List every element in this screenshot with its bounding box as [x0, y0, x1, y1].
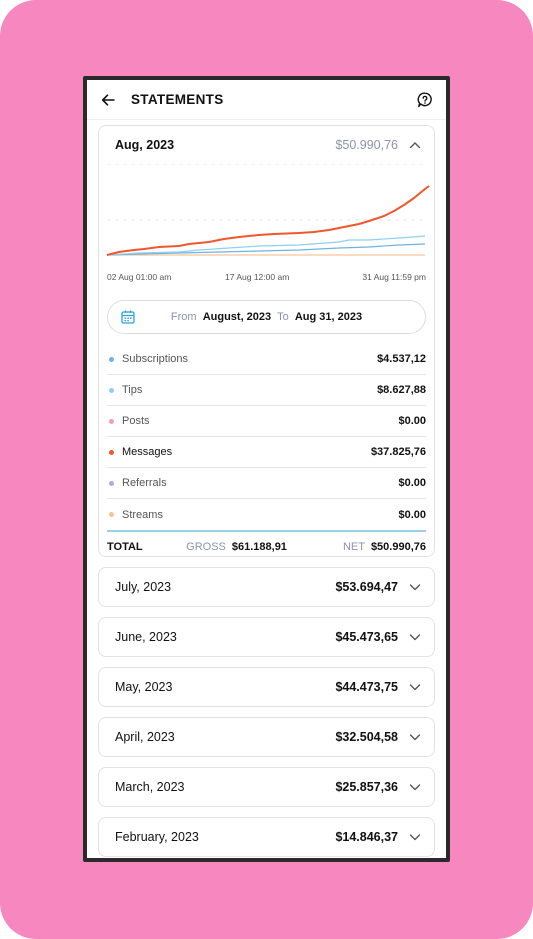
breakdown-row-posts: Posts $0.00 [107, 406, 426, 437]
row-label: Subscriptions [122, 353, 189, 365]
legend-dot [109, 387, 114, 393]
row-label: Posts [122, 415, 150, 427]
app-screen: STATEMENTS Aug, 2023 $50.990,76 [87, 80, 446, 858]
legend-dot [109, 480, 114, 486]
row-label: Tips [122, 384, 143, 396]
to-label: To [277, 311, 289, 323]
month-card-may[interactable]: May, 2023 $44.473,75 [98, 667, 435, 707]
total-divider [107, 530, 426, 532]
month-label: July, 2023 [115, 580, 172, 594]
breakdown-row-referrals: Referrals $0.00 [107, 468, 426, 499]
chevron-down-icon[interactable] [408, 830, 422, 844]
row-value: $37.825,76 [370, 446, 426, 458]
row-value: $0.00 [398, 508, 426, 521]
row-label: Messages [122, 446, 173, 458]
chevron-down-icon[interactable] [408, 580, 422, 594]
chevron-down-icon[interactable] [408, 630, 422, 644]
month-amount: $45.473,65 [335, 630, 398, 644]
month-card-july[interactable]: July, 2023 $53.694,47 [98, 567, 435, 607]
row-value: $0.00 [398, 477, 426, 489]
row-value: $4.537,12 [377, 353, 426, 365]
back-arrow-icon[interactable] [99, 91, 117, 109]
month-label: April, 2023 [115, 730, 175, 744]
tick-label: 02 Aug 01:00 am [107, 272, 172, 282]
tips-line [106, 235, 426, 256]
month-card-march[interactable]: March, 2023 $25.857,36 [98, 767, 435, 807]
gross-label: GROSS [186, 541, 226, 553]
net-value: $50.990,76 [370, 541, 426, 553]
gross-value: $61.188,91 [231, 541, 287, 553]
month-header[interactable]: Aug, 2023 $50.990,76 [99, 126, 434, 164]
top-bar: STATEMENTS [87, 80, 446, 120]
legend-dot [109, 356, 114, 362]
month-amount: $53.694,47 [335, 580, 398, 594]
month-label: May, 2023 [115, 680, 173, 694]
breakdown-row-messages: Messages $37.825,76 [107, 437, 426, 468]
page-title: STATEMENTS [131, 92, 224, 107]
month-card-june[interactable]: June, 2023 $45.473,65 [98, 617, 435, 657]
legend-dot [109, 449, 114, 455]
legend-dot [109, 512, 114, 517]
subscriptions-line [106, 243, 426, 256]
expanded-month-card: Aug, 2023 $50.990,76 [98, 125, 435, 557]
row-value: $0.00 [398, 415, 426, 427]
month-amount: $32.504,58 [335, 730, 398, 744]
chevron-down-icon[interactable] [408, 680, 422, 694]
breakdown-row-streams: Streams $0.00 [107, 499, 426, 530]
row-label: Referrals [122, 477, 167, 489]
total-label: TOTAL [107, 541, 143, 553]
month-card-february[interactable]: February, 2023 $14.846,37 [98, 817, 435, 857]
month-label: Aug, 2023 [115, 138, 175, 152]
phone-frame: STATEMENTS Aug, 2023 $50.990,76 [83, 76, 450, 862]
tick-label: 17 Aug 12:00 am [225, 272, 290, 282]
x-axis-ticks: 02 Aug 01:00 am 17 Aug 12:00 am 31 Aug 1… [107, 272, 426, 284]
chart-svg [106, 164, 430, 256]
help-icon[interactable] [416, 91, 434, 109]
messages-line [106, 185, 430, 256]
month-amount: $44.473,75 [335, 680, 398, 694]
chevron-down-icon[interactable] [408, 730, 422, 744]
date-range-selector[interactable]: From August, 2023 To Aug 31, 2023 [107, 300, 426, 334]
date-range-text: From August, 2023 To Aug 31, 2023 [136, 311, 397, 323]
net-label: NET [342, 541, 365, 553]
month-amount: $25.857,36 [335, 780, 398, 794]
month-label: March, 2023 [115, 780, 185, 794]
chevron-down-icon[interactable] [408, 780, 422, 794]
earnings-breakdown: Subscriptions $4.537,12 Tips $8.627,88 P… [107, 344, 426, 530]
calendar-icon[interactable] [120, 309, 136, 325]
total-row: TOTAL GROSS $61.188,91 NET $50.990,76 [107, 532, 426, 562]
from-value: August, 2023 [202, 311, 272, 323]
statements-list: Aug, 2023 $50.990,76 [87, 120, 446, 857]
row-value: $8.627,88 [377, 384, 426, 396]
breakdown-row-subscriptions: Subscriptions $4.537,12 [107, 344, 426, 375]
month-label: June, 2023 [115, 630, 177, 644]
earnings-chart: 02 Aug 01:00 am 17 Aug 12:00 am 31 Aug 1… [99, 164, 434, 292]
month-label: February, 2023 [115, 830, 199, 844]
month-card-april[interactable]: April, 2023 $32.504,58 [98, 717, 435, 757]
tick-label: 31 Aug 11:59 pm [362, 272, 426, 282]
month-amount: $50.990,76 [335, 138, 398, 152]
to-value: Aug 31, 2023 [294, 311, 363, 323]
month-amount: $14.846,37 [335, 830, 398, 844]
legend-dot [109, 418, 114, 424]
chevron-up-icon[interactable] [408, 138, 422, 152]
from-label: From [170, 311, 197, 323]
row-label: Streams [122, 508, 163, 521]
breakdown-row-tips: Tips $8.627,88 [107, 375, 426, 406]
